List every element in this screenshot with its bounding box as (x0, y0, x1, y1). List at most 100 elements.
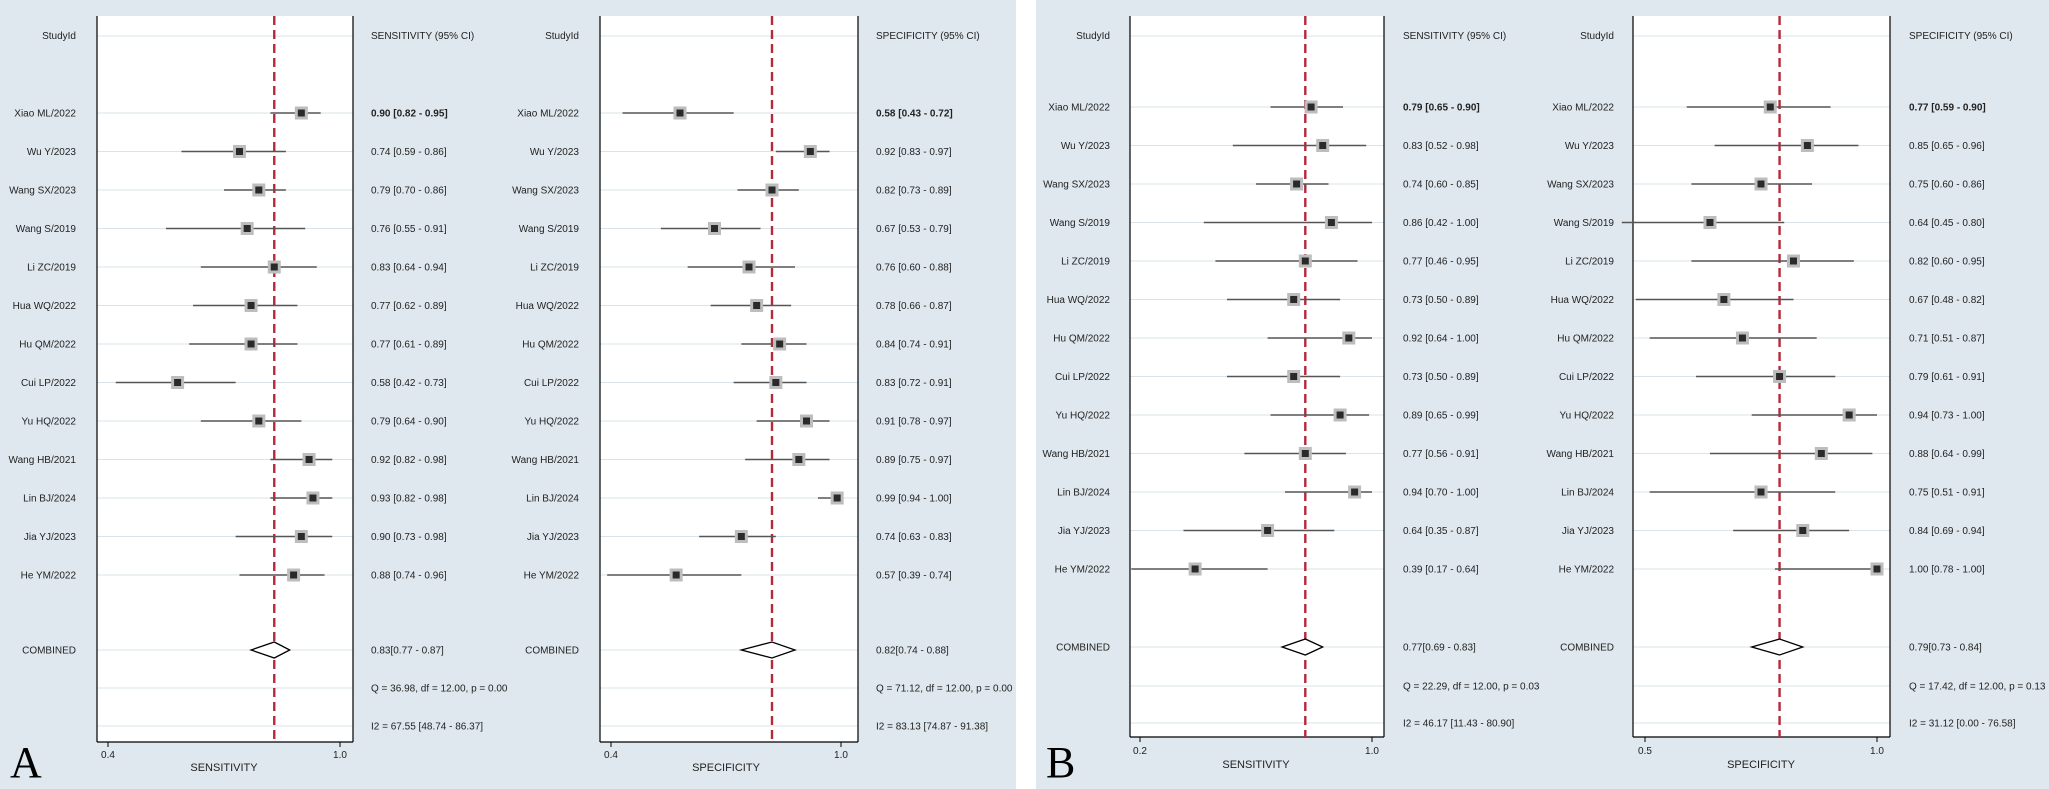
study-name: Wu Y/2023 (530, 147, 580, 158)
study-ci-value: 0.58 [0.42 - 0.73] (371, 378, 447, 389)
study-ci-value: 0.99 [0.94 - 1.00] (876, 494, 952, 505)
study-name: Xiao ML/2022 (1552, 103, 1614, 114)
study-name: Li ZC/2019 (530, 263, 579, 274)
study-ci-value: 0.82 [0.73 - 0.89] (876, 186, 952, 197)
study-ci-value: 0.74 [0.63 - 0.83] (876, 532, 952, 543)
x-axis-label: SENSITIVITY (1222, 759, 1290, 771)
point-estimate-marker (672, 571, 680, 579)
point-estimate-marker (1873, 565, 1881, 573)
point-estimate-marker (1738, 334, 1746, 342)
study-ci-value: 0.88 [0.74 - 0.96] (371, 571, 447, 582)
study-ci-value: 0.89 [0.65 - 0.99] (1403, 411, 1479, 422)
point-estimate-marker (776, 340, 784, 348)
study-name: Lin BJ/2024 (23, 494, 76, 505)
study-name: Wang SX/2023 (1043, 180, 1110, 191)
x-axis-label: SENSITIVITY (190, 762, 258, 774)
point-estimate-marker (1191, 565, 1199, 573)
study-name: He YM/2022 (1055, 565, 1111, 576)
study-ci-value: 0.64 [0.45 - 0.80] (1909, 218, 1985, 229)
study-name: Yu HQ/2022 (22, 417, 77, 428)
point-estimate-marker (1301, 450, 1309, 457)
study-name: Wang S/2019 (1050, 218, 1111, 229)
x-tick-label: 0.4 (101, 750, 115, 761)
study-ci-value: 0.83 [0.52 - 0.98] (1403, 141, 1479, 152)
x-axis-label: SPECIFICITY (692, 762, 761, 774)
point-estimate-marker (1776, 373, 1784, 380)
point-estimate-marker (309, 494, 317, 502)
study-name: Yu HQ/2022 (1560, 411, 1615, 422)
point-estimate-marker (1327, 219, 1335, 226)
study-name: Lin BJ/2024 (1561, 488, 1614, 499)
study-column-header: StudyId (1076, 31, 1110, 42)
study-ci-value: 0.67 [0.53 - 0.79] (876, 224, 952, 235)
point-estimate-marker (297, 109, 305, 117)
study-ci-value: 0.58 [0.43 - 0.72] (876, 109, 953, 120)
study-name: Lin BJ/2024 (526, 494, 579, 505)
study-ci-value: 0.84 [0.74 - 0.91] (876, 340, 952, 351)
point-estimate-marker (772, 379, 780, 386)
study-ci-value: 0.85 [0.65 - 0.96] (1909, 141, 1985, 152)
study-ci-value: 0.77 [0.62 - 0.89] (371, 301, 447, 312)
heterogeneity-q: Q = 36.98, df = 12.00, p = 0.00 (371, 684, 508, 695)
study-ci-value: 0.76 [0.60 - 0.88] (876, 263, 952, 274)
study-name: Lin BJ/2024 (1057, 488, 1110, 499)
point-estimate-marker (243, 225, 251, 232)
study-ci-value: 0.92 [0.83 - 0.97] (876, 147, 952, 158)
study-ci-value: 1.00 [0.78 - 1.00] (1909, 565, 1985, 576)
study-ci-value: 0.77 [0.46 - 0.95] (1403, 257, 1479, 268)
study-name: Wu Y/2023 (27, 147, 77, 158)
combined-diamond (738, 641, 797, 659)
point-estimate-marker (1301, 257, 1309, 265)
study-name: Cui LP/2022 (524, 378, 579, 389)
study-ci-value: 0.90 [0.73 - 0.98] (371, 532, 447, 543)
study-name: He YM/2022 (1559, 565, 1615, 576)
study-column-header: StudyId (42, 31, 76, 42)
study-ci-value: 0.92 [0.82 - 0.98] (371, 455, 447, 466)
point-estimate-marker (1789, 257, 1797, 265)
heterogeneity-q: Q = 17.42, df = 12.00, p = 0.13 (1909, 682, 2046, 693)
study-name: Hua WQ/2022 (516, 301, 580, 312)
point-estimate-marker (676, 109, 684, 117)
study-name: Hu QM/2022 (19, 340, 76, 351)
x-tick-label: 0.5 (1638, 746, 1652, 757)
study-ci-value: 0.71 [0.51 - 0.87] (1909, 334, 1985, 345)
study-column-header: StudyId (545, 31, 579, 42)
combined-ci-value: 0.82[0.74 - 0.88] (876, 646, 949, 657)
study-name: Cui LP/2022 (1055, 372, 1110, 383)
study-name: Jia YJ/2023 (1562, 526, 1615, 537)
point-estimate-marker (1336, 411, 1344, 419)
study-name: Wang HB/2021 (1043, 449, 1111, 460)
study-name: He YM/2022 (21, 571, 77, 582)
study-name: Hu QM/2022 (1053, 334, 1110, 345)
study-name: Wang SX/2023 (9, 186, 76, 197)
plot-area (600, 16, 858, 742)
study-ci-value: 0.77 [0.61 - 0.89] (371, 340, 447, 351)
study-name: Hu QM/2022 (1557, 334, 1614, 345)
study-ci-value: 0.86 [0.42 - 1.00] (1403, 218, 1479, 229)
ci-column-header: SPECIFICITY (95% CI) (1909, 31, 2013, 42)
combined-ci-value: 0.79[0.73 - 0.84] (1909, 643, 1982, 654)
x-tick-label: 0.2 (1133, 746, 1147, 757)
study-ci-value: 0.76 [0.55 - 0.91] (371, 224, 447, 235)
point-estimate-marker (1290, 296, 1298, 303)
ci-column-header: SENSITIVITY (95% CI) (1403, 31, 1506, 42)
study-ci-value: 0.39 [0.17 - 0.64] (1403, 565, 1479, 576)
study-name: Li ZC/2019 (27, 263, 76, 274)
point-estimate-marker (297, 533, 305, 540)
study-ci-value: 0.79 [0.70 - 0.86] (371, 186, 447, 197)
combined-label: COMBINED (525, 646, 579, 657)
study-name: Hua WQ/2022 (1551, 295, 1615, 306)
x-tick-label: 1.0 (834, 750, 848, 761)
study-name: Hua WQ/2022 (1047, 295, 1111, 306)
point-estimate-marker (290, 571, 298, 579)
study-name: Hu QM/2022 (522, 340, 579, 351)
study-name: Xiao ML/2022 (14, 109, 76, 120)
study-ci-value: 0.92 [0.64 - 1.00] (1403, 334, 1479, 345)
study-name: Li ZC/2019 (1061, 257, 1110, 268)
point-estimate-marker (833, 494, 841, 502)
combined-ci-value: 0.77[0.69 - 0.83] (1403, 643, 1476, 654)
point-estimate-marker (1290, 373, 1298, 380)
combined-diamond (1749, 638, 1805, 656)
study-ci-value: 0.89 [0.75 - 0.97] (876, 455, 952, 466)
